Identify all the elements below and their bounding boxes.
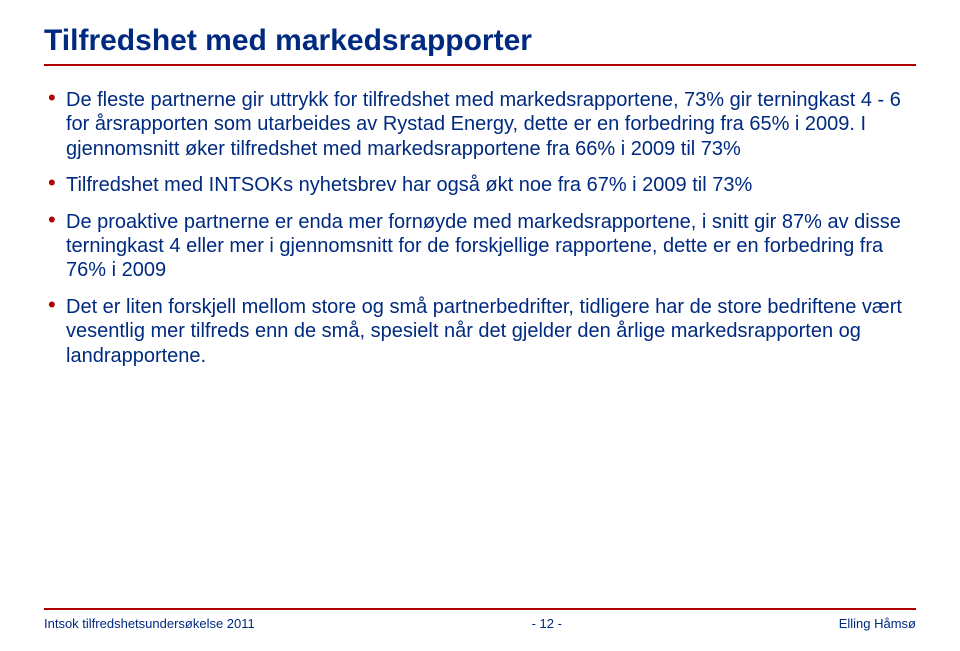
footer-right: Elling Håmsø	[839, 616, 916, 631]
list-item: De proaktive partnerne er enda mer fornø…	[48, 210, 916, 283]
footer-rule	[44, 608, 916, 610]
list-item: Det er liten forskjell mellom store og s…	[48, 295, 916, 368]
title-rule	[44, 64, 916, 66]
footer-row: Intsok tilfredshetsundersøkelse 2011 - 1…	[44, 616, 916, 631]
bullet-list: De fleste partnerne gir uttrykk for tilf…	[44, 88, 916, 368]
footer: Intsok tilfredshetsundersøkelse 2011 - 1…	[44, 608, 916, 631]
page-title: Tilfredshet med markedsrapporter	[44, 24, 916, 58]
list-item: Tilfredshet med INTSOKs nyhetsbrev har o…	[48, 173, 916, 197]
footer-left: Intsok tilfredshetsundersøkelse 2011	[44, 616, 255, 631]
footer-page-number: - 12 -	[532, 616, 562, 631]
slide-page: Tilfredshet med markedsrapporter De fles…	[0, 0, 960, 651]
list-item: De fleste partnerne gir uttrykk for tilf…	[48, 88, 916, 161]
